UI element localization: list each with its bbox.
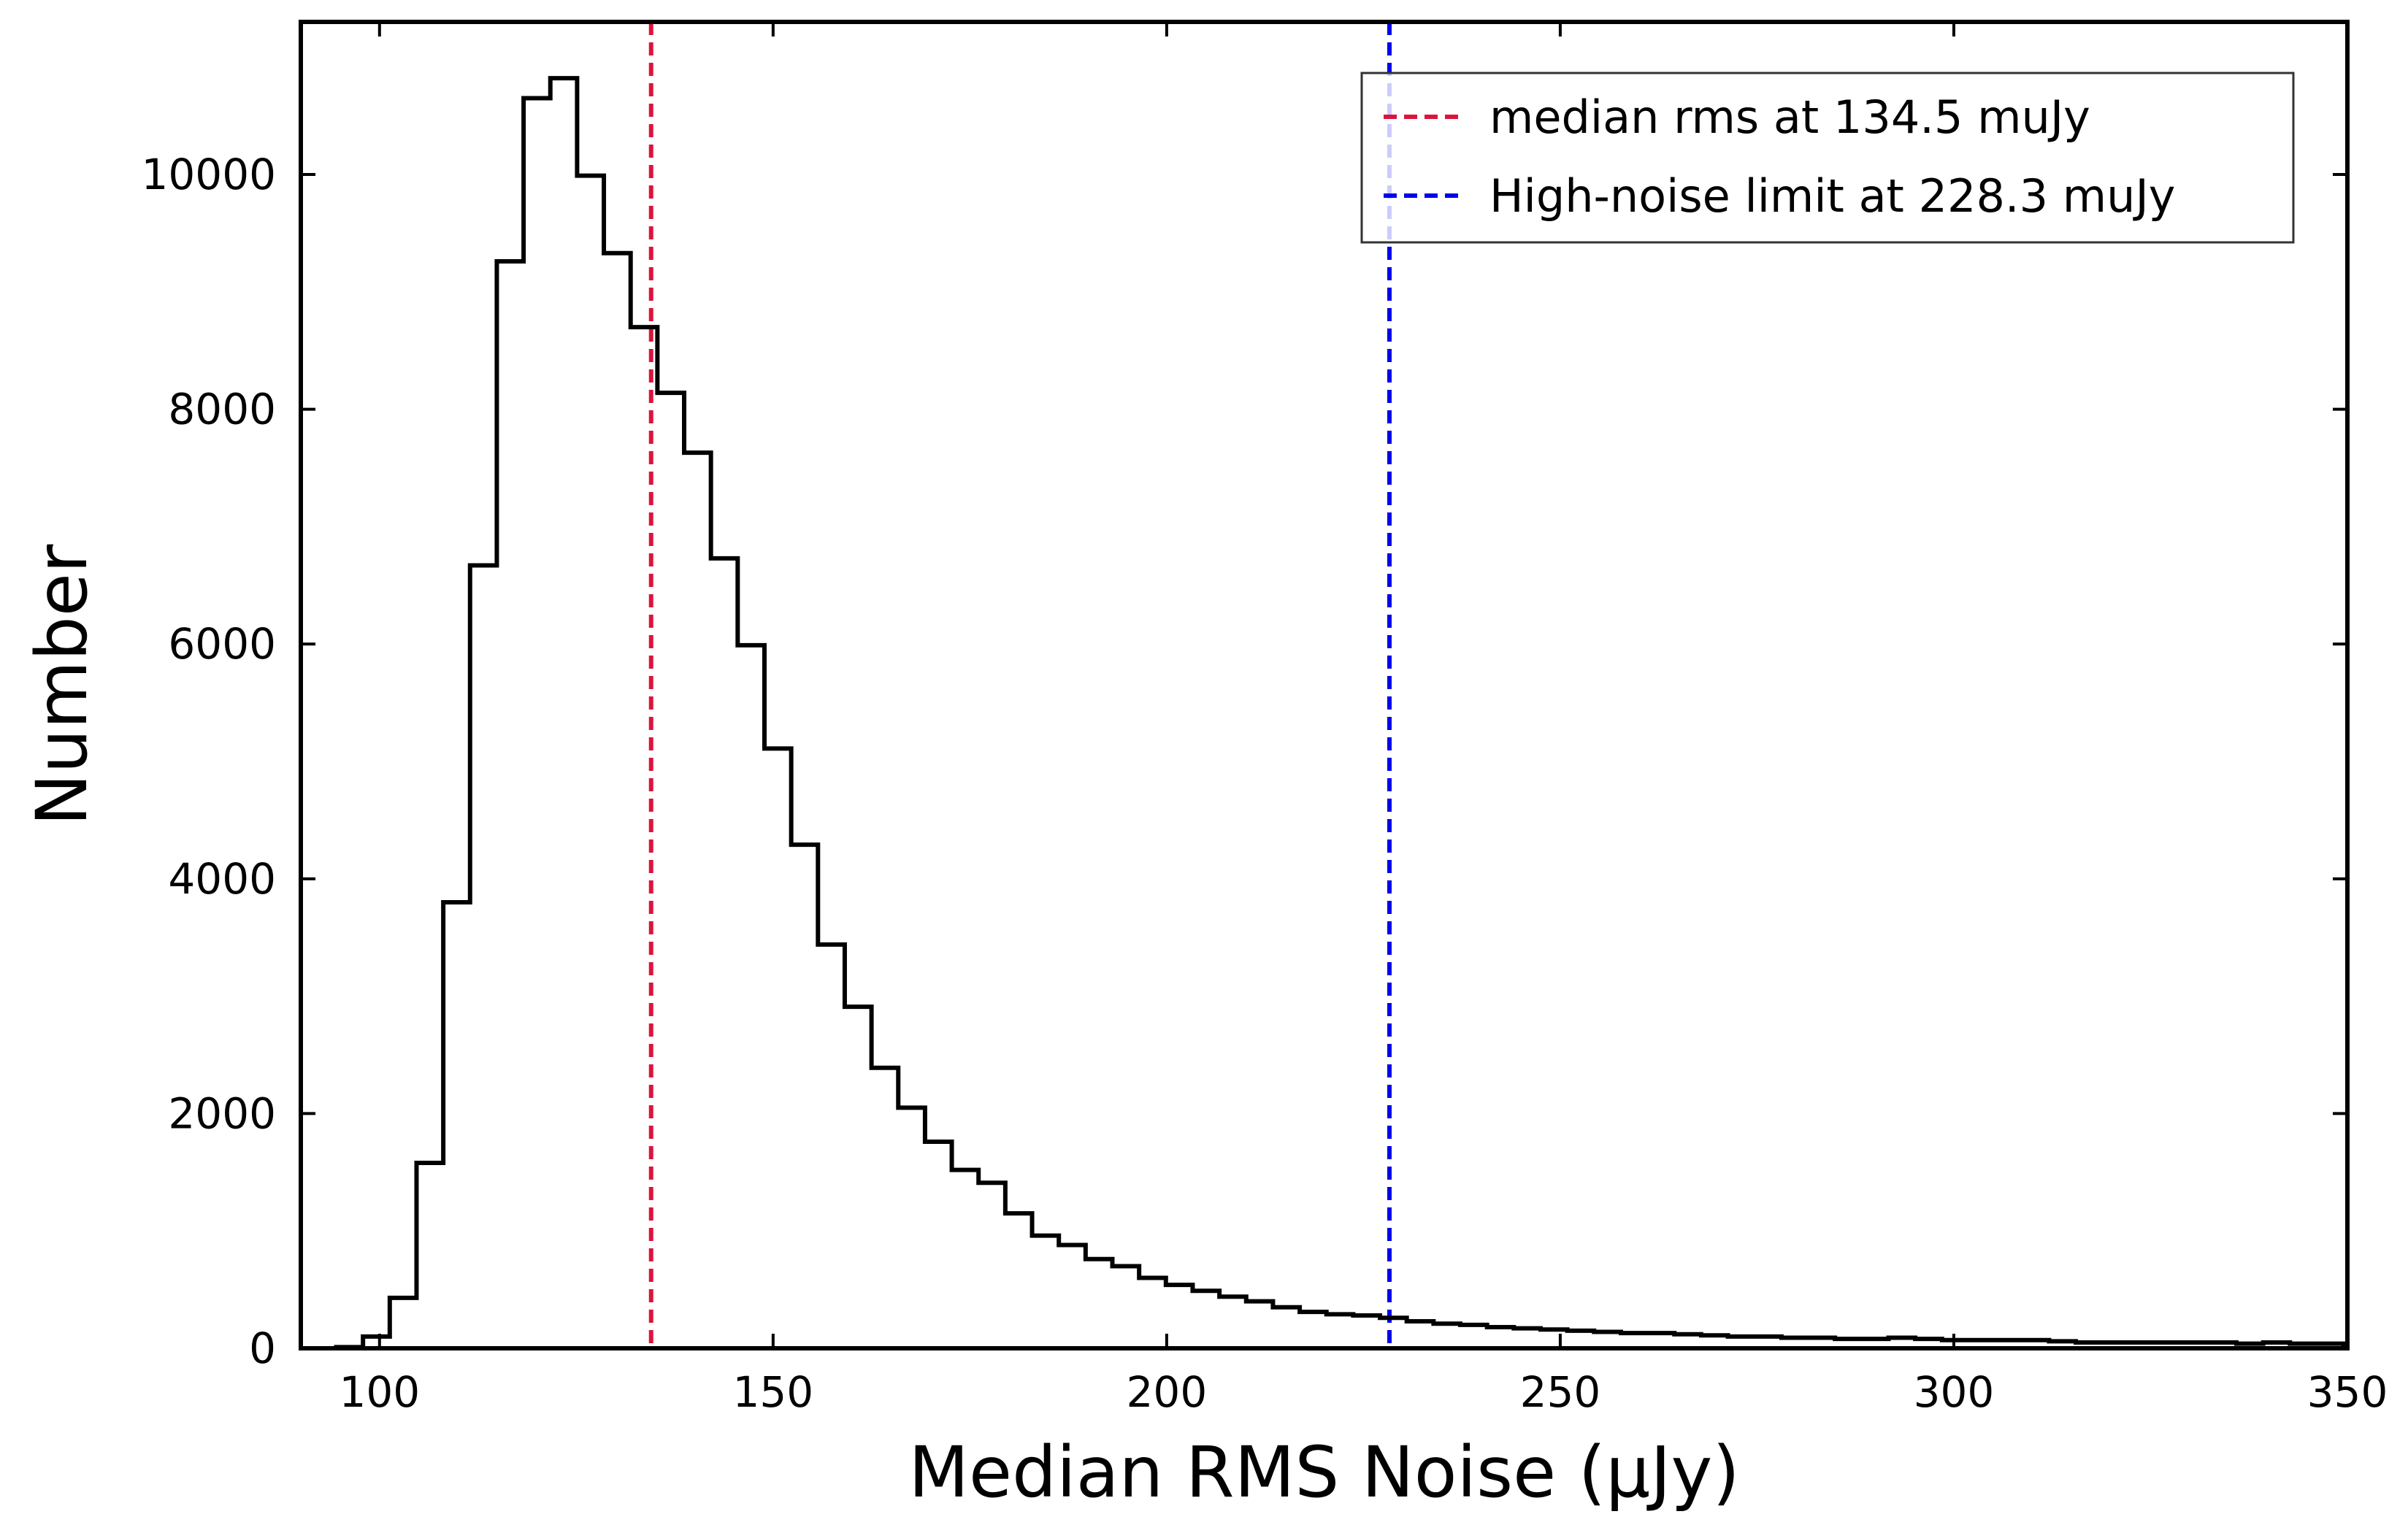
reference-lines	[648, 22, 1392, 1348]
y-tick-label: 0	[249, 1323, 276, 1373]
x-tick-label: 300	[1914, 1367, 1995, 1417]
x-axis-title: Median RMS Noise (μJy)	[908, 1432, 1740, 1513]
y-tick-label: 2000	[168, 1088, 276, 1138]
plot-frame	[299, 20, 2350, 1350]
x-tick-label: 200	[1127, 1367, 1208, 1417]
legend-label-high-noise: High-noise limit at 228.3 muJy	[1489, 169, 2175, 223]
x-tick-label: 350	[2307, 1367, 2388, 1417]
y-tick-label: 10000	[141, 150, 276, 199]
y-axis-ticks: 0 2000 4000 6000 8000 10000	[141, 150, 2347, 1373]
y-axis-title: Number	[21, 544, 103, 826]
legend: median rms at 134.5 muJy High-noise limi…	[1360, 72, 2295, 244]
x-tick-label: 250	[1520, 1367, 1601, 1417]
histogram-step-line	[334, 76, 2346, 1350]
y-tick-label: 6000	[168, 619, 276, 669]
y-tick-label: 8000	[168, 385, 276, 434]
x-axis-ticks: 100 150 200 250 300 350	[339, 22, 2388, 1417]
x-tick-label: 150	[732, 1367, 813, 1417]
x-tick-label: 100	[339, 1367, 420, 1417]
y-tick-label: 4000	[168, 854, 276, 904]
legend-box	[1360, 72, 2295, 244]
legend-label-median: median rms at 134.5 muJy	[1489, 91, 2090, 144]
